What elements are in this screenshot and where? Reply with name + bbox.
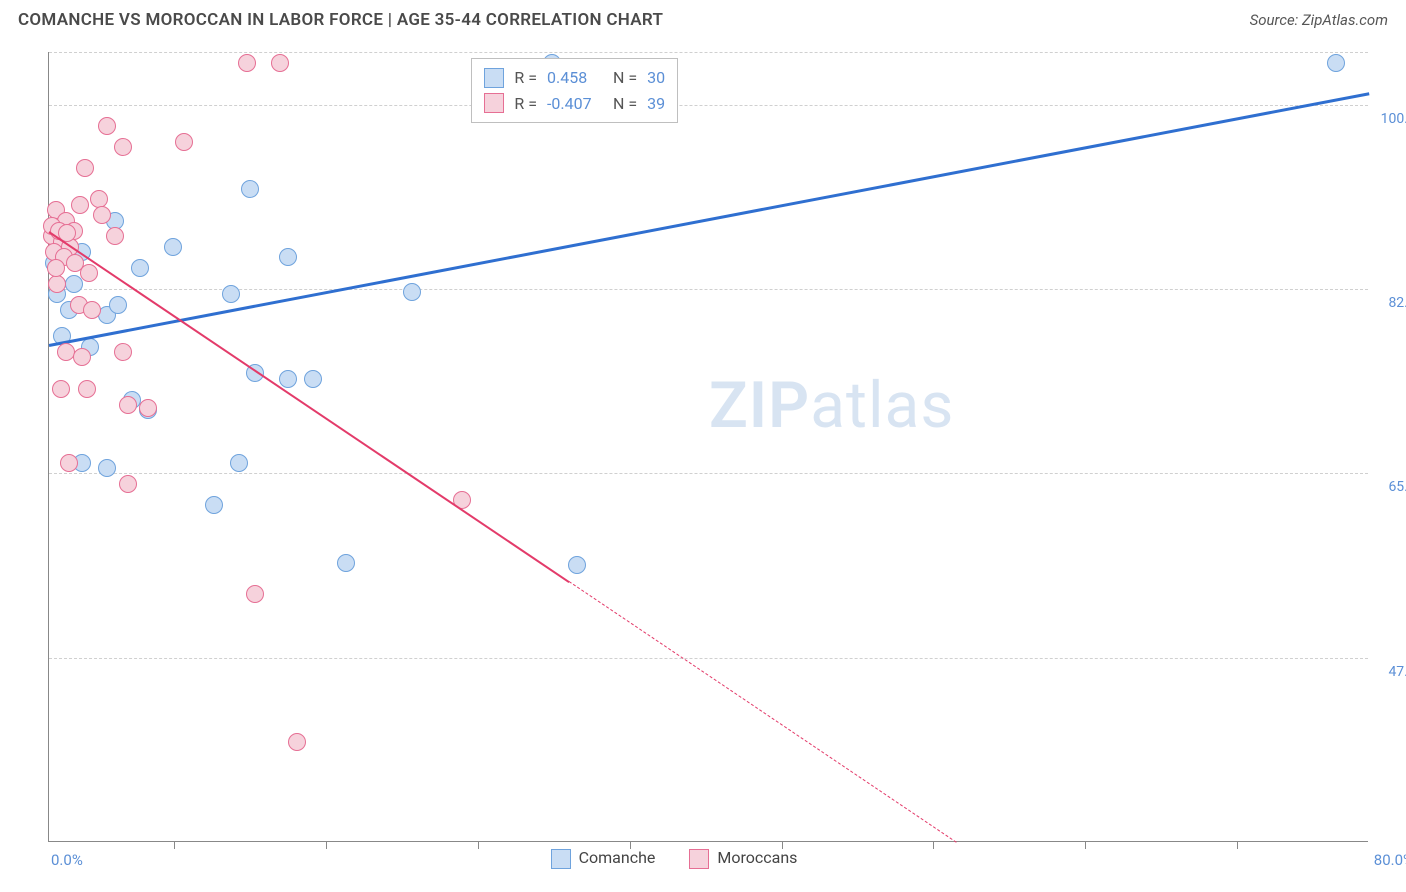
data-point [83,301,101,319]
data-point [73,348,91,366]
data-point [76,159,94,177]
y-tick-label: 82.5% [1388,295,1406,311]
data-point [222,285,240,303]
y-tick-label: 65.0% [1388,479,1406,495]
y-tick-label: 100.0% [1381,111,1406,127]
data-point [48,275,66,293]
gridline [49,289,1368,290]
data-point [241,180,259,198]
x-tick [174,841,175,849]
data-point [238,54,256,72]
x-tick [933,841,934,849]
series-legend-item: Comanche [551,848,656,869]
data-point [205,496,223,514]
data-point [288,733,306,751]
data-point [175,133,193,151]
gridline [49,105,1368,106]
source-attribution: Source: ZipAtlas.com [1250,11,1388,29]
correlation-legend-row: R =-0.407N =39 [484,91,665,117]
data-point [131,259,149,277]
data-point [246,585,264,603]
trend-line [49,92,1370,347]
series-legend: Comanche Moroccans [551,848,798,869]
data-point [568,556,586,574]
header: COMANCHE VS MOROCCAN IN LABOR FORCE | AG… [0,0,1406,36]
data-point [52,380,70,398]
x-axis-min-label: 0.0% [51,851,83,869]
watermark: ZIPatlas [709,368,954,443]
data-point [164,238,182,256]
data-point [57,343,75,361]
data-point [106,227,124,245]
data-point [304,370,322,388]
data-point [109,296,127,314]
chart-title: COMANCHE VS MOROCCAN IN LABOR FORCE | AG… [18,10,663,30]
data-point [71,196,89,214]
data-point [93,206,111,224]
data-point [139,399,157,417]
data-point [279,248,297,266]
data-point [1327,54,1345,72]
x-tick [478,841,479,849]
data-point [114,343,132,361]
chart-container: In Labor Force | Age 35-44 47.5%65.0%82.… [0,44,1406,892]
data-point [80,264,98,282]
data-point [230,454,248,472]
data-point [98,117,116,135]
data-point [119,396,137,414]
data-point [60,454,78,472]
data-point [78,380,96,398]
data-point [114,138,132,156]
data-point [98,459,116,477]
gridline [49,473,1368,474]
series-legend-item: Moroccans [689,848,797,869]
data-point [47,259,65,277]
data-point [279,370,297,388]
data-point [119,475,137,493]
correlation-legend: R =0.458N =30R =-0.407N =39 [471,58,678,123]
x-tick [1237,841,1238,849]
x-tick [326,841,327,849]
data-point [337,554,355,572]
x-tick [1085,841,1086,849]
data-point [271,54,289,72]
gridline [49,658,1368,659]
correlation-legend-row: R =0.458N =30 [484,65,665,91]
y-tick-label: 47.5% [1388,664,1406,680]
x-axis-max-label: 80.0% [1374,851,1406,869]
trend-line [568,581,956,843]
data-point [403,283,421,301]
plot-area: 47.5%65.0%82.5%100.0%0.0%80.0%ZIPatlasR … [48,52,1368,842]
